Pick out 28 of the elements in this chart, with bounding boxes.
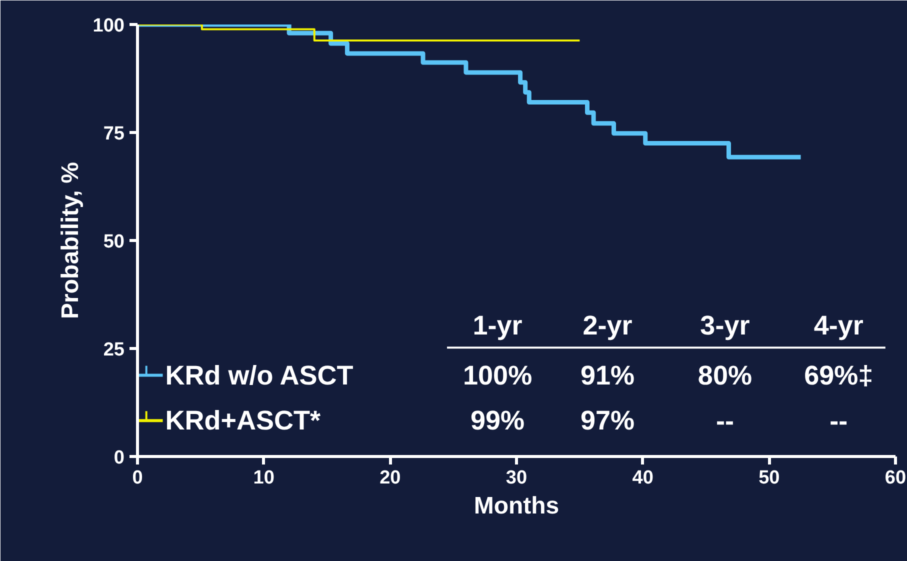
annotation: 99%	[470, 406, 525, 436]
x-tick-label: 10	[253, 468, 274, 488]
y-tick-label: 100	[92, 16, 124, 36]
annotation: --	[716, 406, 734, 436]
x-tick-label: 20	[380, 468, 401, 488]
y-tick-label: 75	[103, 124, 125, 144]
annotation: 100%	[463, 360, 532, 390]
annotation: 97%	[580, 406, 634, 436]
annotation: 4-yr	[814, 310, 864, 341]
x-tick-label: 0	[132, 468, 143, 488]
x-tick-label: 50	[758, 468, 780, 488]
x-tick-label: 30	[506, 468, 528, 488]
y-axis-title: Probability, %	[56, 162, 84, 319]
y-tick-label: 50	[103, 232, 125, 252]
annotation: 1-yr	[472, 310, 523, 341]
x-tick-label: 60	[884, 468, 906, 488]
y-tick-label: 0	[114, 448, 125, 468]
annotation: 69%‡	[804, 360, 874, 390]
annotation: 2-yr	[582, 310, 633, 341]
legend-label: KRd w/o ASCT	[165, 360, 354, 390]
annotation: 80%	[698, 360, 752, 390]
legend-label: KRd+ASCT*	[165, 406, 322, 436]
annotation: 3-yr	[700, 310, 750, 341]
x-tick-label: 40	[632, 468, 654, 488]
y-tick-label: 25	[103, 340, 125, 360]
annotation: --	[830, 406, 848, 436]
x-axis-title: Months	[474, 492, 560, 520]
annotation: 91%	[580, 360, 634, 390]
